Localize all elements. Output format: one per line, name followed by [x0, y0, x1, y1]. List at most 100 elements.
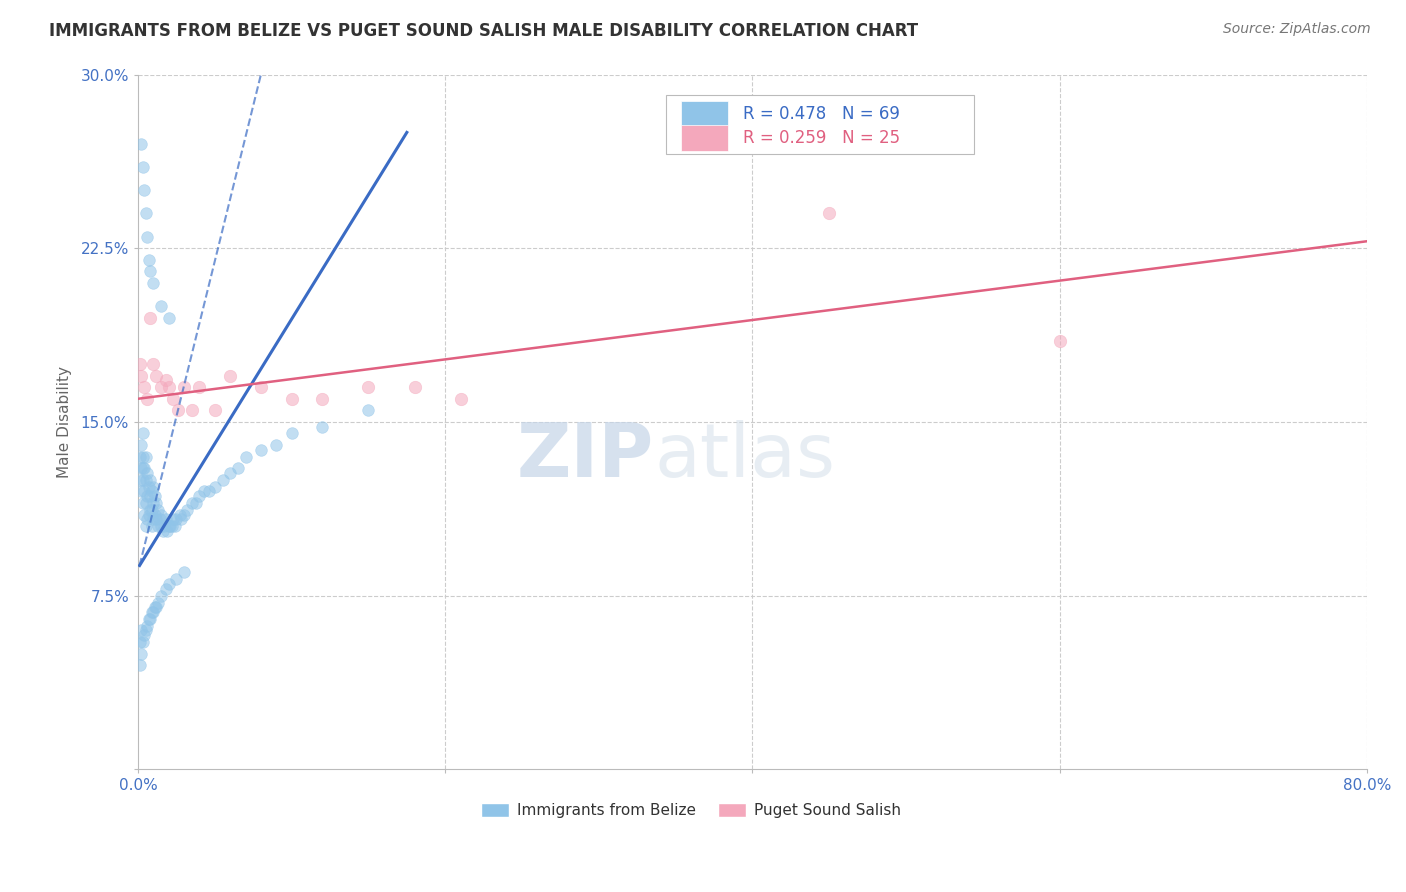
Point: [250, 380, 273, 394]
Point: [142, 605, 165, 619]
Point: [142, 480, 165, 494]
Point: [150, 589, 173, 603]
Point: [157, 577, 180, 591]
Point: [142, 276, 165, 290]
Point: [145, 512, 167, 526]
Point: [136, 618, 159, 632]
Point: [159, 519, 181, 533]
Point: [450, 392, 472, 406]
Point: [131, 160, 153, 174]
Point: [135, 519, 157, 533]
Text: R = 0.478   N = 69: R = 0.478 N = 69: [742, 105, 900, 123]
Point: [150, 380, 173, 394]
Point: [141, 519, 163, 533]
Point: [135, 473, 157, 487]
Point: [235, 450, 257, 464]
Point: [145, 368, 167, 383]
Point: [311, 392, 333, 406]
Point: [129, 647, 152, 661]
Point: [173, 380, 195, 394]
Point: [136, 512, 159, 526]
Point: [204, 480, 226, 494]
Point: [204, 403, 226, 417]
Point: [173, 508, 195, 522]
Point: [129, 624, 152, 638]
Point: [139, 489, 162, 503]
Point: [139, 503, 162, 517]
Point: [146, 519, 169, 533]
Point: [136, 392, 159, 406]
Point: [264, 438, 287, 452]
Point: [250, 442, 273, 457]
Point: [148, 512, 170, 526]
Point: [134, 508, 156, 522]
Point: [160, 519, 183, 533]
Point: [141, 484, 163, 499]
Point: [157, 310, 180, 325]
Point: [818, 206, 841, 220]
Point: [134, 461, 156, 475]
Point: [157, 519, 180, 533]
Point: [226, 461, 249, 475]
Point: [131, 635, 153, 649]
Point: [155, 582, 177, 596]
Text: R = 0.259   N = 25: R = 0.259 N = 25: [742, 128, 900, 147]
Point: [176, 503, 198, 517]
Point: [173, 566, 195, 580]
Point: [129, 461, 152, 475]
Point: [138, 252, 160, 267]
Point: [142, 496, 165, 510]
Point: [1049, 334, 1071, 348]
Point: [197, 484, 219, 499]
Point: [188, 489, 211, 503]
Point: [139, 612, 162, 626]
Point: [134, 484, 156, 499]
Point: [145, 600, 167, 615]
Point: [145, 496, 167, 510]
Point: [135, 206, 157, 220]
Bar: [681, 101, 728, 128]
Point: [128, 635, 150, 649]
Text: IMMIGRANTS FROM BELIZE VS PUGET SOUND SALISH MALE DISABILITY CORRELATION CHART: IMMIGRANTS FROM BELIZE VS PUGET SOUND SA…: [49, 22, 918, 40]
Point: [163, 519, 186, 533]
Point: [280, 392, 302, 406]
Point: [280, 426, 302, 441]
Point: [219, 466, 242, 480]
Point: [131, 496, 153, 510]
Point: [142, 512, 165, 526]
Point: [155, 373, 177, 387]
Point: [141, 605, 163, 619]
Point: [162, 392, 184, 406]
Point: [141, 503, 163, 517]
Point: [219, 368, 242, 383]
Point: [138, 508, 160, 522]
Point: [152, 524, 174, 538]
Bar: [681, 125, 728, 151]
Point: [129, 438, 152, 452]
Point: [170, 512, 193, 526]
Point: [136, 489, 159, 503]
Point: [169, 508, 191, 522]
Text: Source: ZipAtlas.com: Source: ZipAtlas.com: [1223, 22, 1371, 37]
Point: [129, 136, 152, 151]
Point: [157, 380, 180, 394]
Point: [131, 426, 153, 441]
Point: [128, 357, 150, 371]
Point: [129, 484, 152, 499]
Text: atlas: atlas: [654, 420, 835, 493]
Point: [193, 484, 215, 499]
Point: [186, 496, 208, 510]
Point: [128, 450, 150, 464]
Point: [128, 473, 150, 487]
Point: [153, 519, 176, 533]
Point: [404, 380, 426, 394]
Point: [165, 512, 187, 526]
Point: [357, 380, 380, 394]
Point: [139, 264, 162, 278]
Legend: Immigrants from Belize, Puget Sound Salish: Immigrants from Belize, Puget Sound Sali…: [475, 797, 907, 824]
Point: [180, 403, 202, 417]
Point: [134, 380, 156, 394]
Point: [143, 600, 166, 615]
Point: [211, 473, 233, 487]
Point: [138, 480, 160, 494]
